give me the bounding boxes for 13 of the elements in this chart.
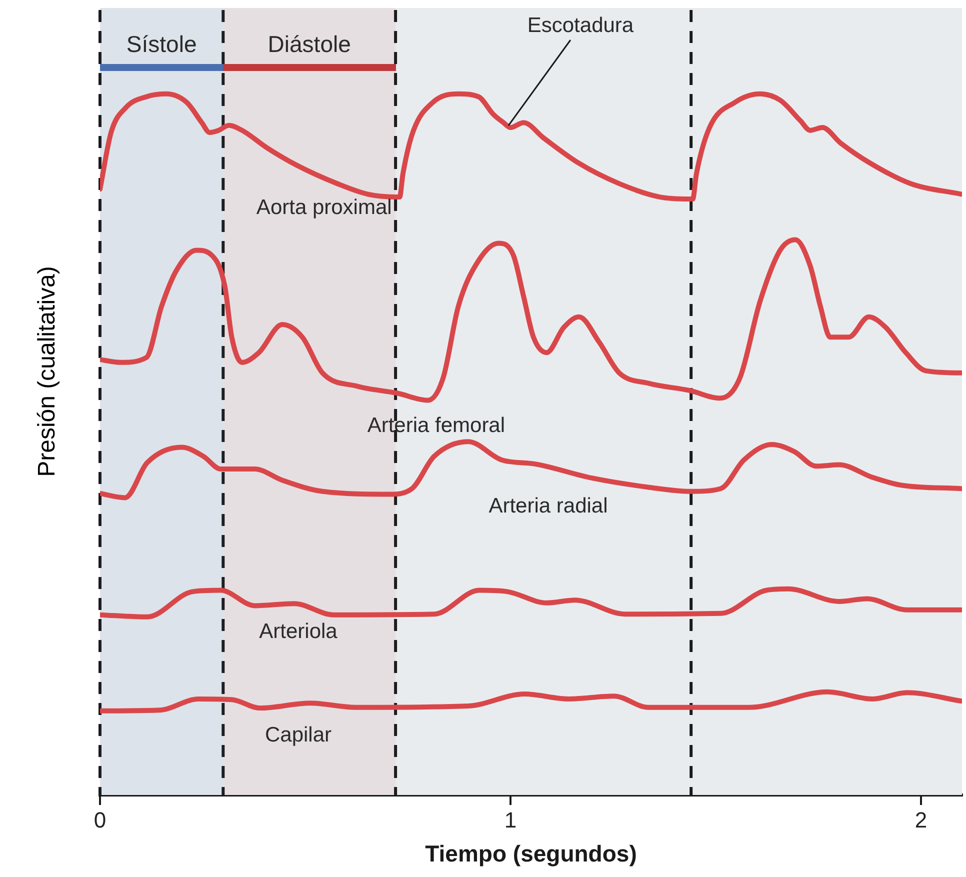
series-label: Arteria radial — [488, 494, 608, 518]
x-axis-title: Tiempo (segundos) — [425, 840, 637, 867]
series-label: Capilar — [264, 723, 332, 746]
band-label: Sístole — [126, 30, 197, 57]
x-tick-label: 1 — [504, 807, 517, 832]
y-axis-title: Presión (cualitativa) — [34, 266, 61, 477]
series-label: Arteria femoral — [367, 414, 506, 438]
series-label: Aorta proximal — [256, 196, 392, 219]
band-label: Diástole — [268, 30, 351, 57]
annotation: Escotadura — [527, 14, 634, 37]
series-label: Arteriola — [259, 620, 338, 643]
x-tick-label: 0 — [94, 807, 106, 832]
x-tick-label: 2 — [914, 807, 928, 832]
